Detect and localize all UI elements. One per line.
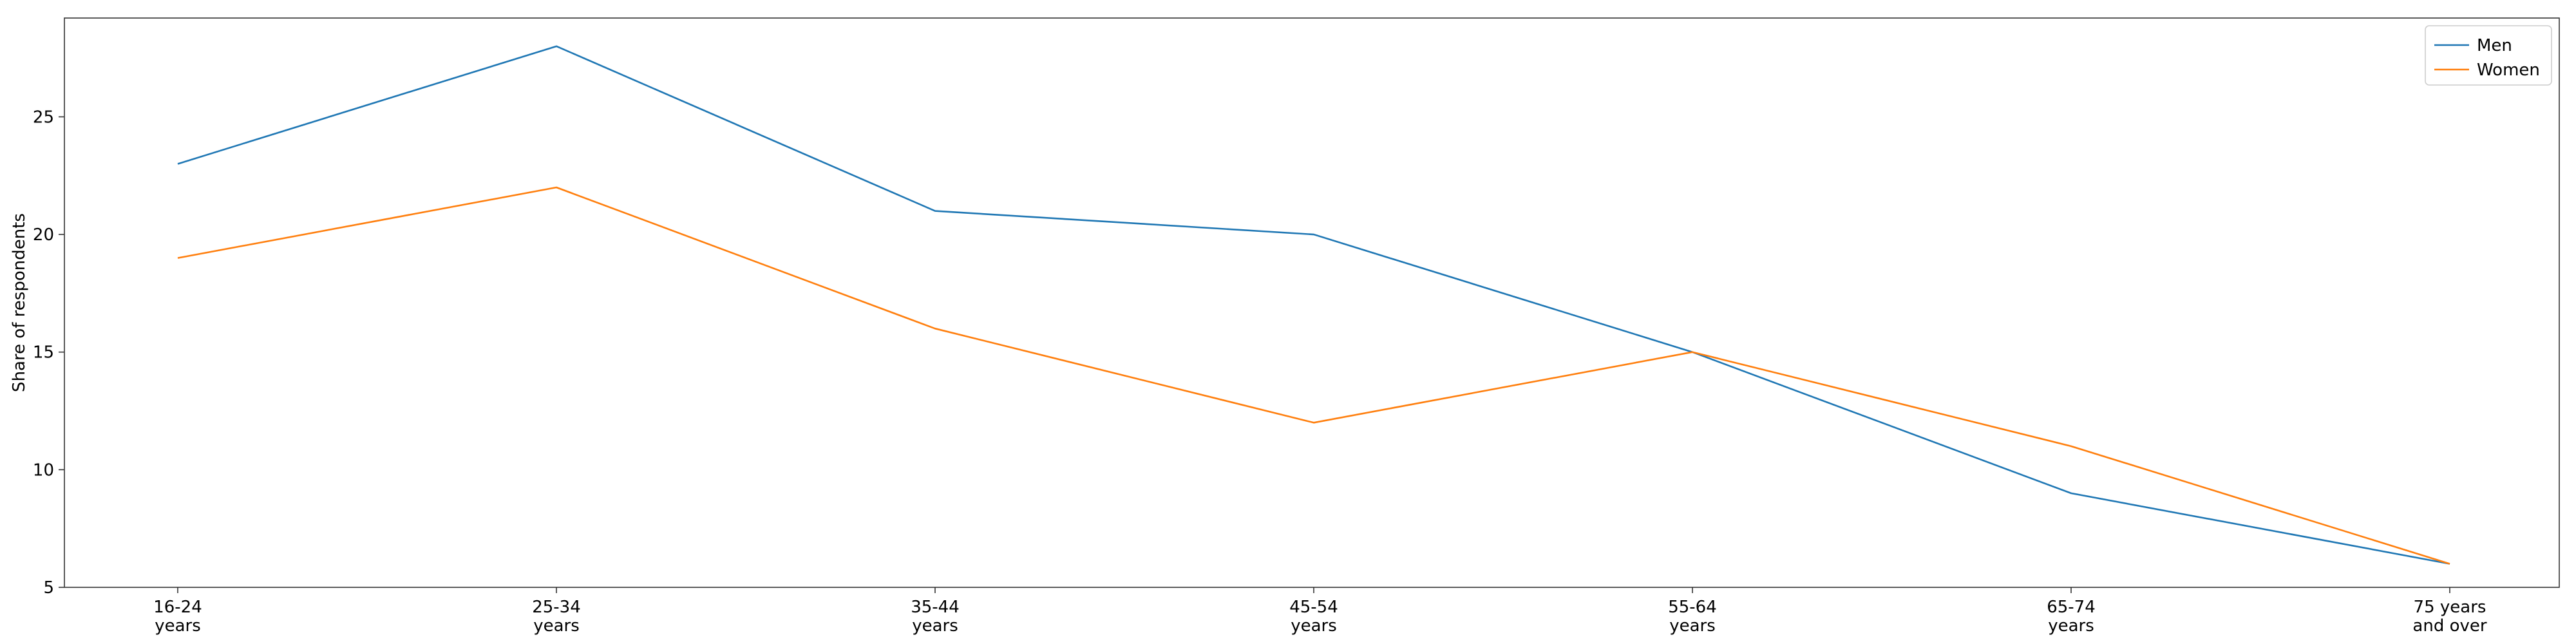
- x-tick-label-1-0: 25-34: [532, 598, 581, 617]
- x-tick-label-5-0: 65-74: [2047, 598, 2096, 617]
- y-tick-label-10: 10: [33, 460, 54, 480]
- legend: Men Women: [2425, 25, 2552, 86]
- y-tick-label-5: 5: [43, 578, 54, 598]
- x-tick-label-0-1: years: [155, 616, 201, 636]
- x-tick-label-3-0: 45-54: [1289, 598, 1338, 617]
- x-tick-label-0-0: 16-24: [153, 598, 202, 617]
- x-tick-label-6-1: and over: [2412, 616, 2486, 636]
- x-tick-label-2-0: 35-44: [911, 598, 960, 617]
- x-tick-label-2-1: years: [912, 616, 958, 636]
- y-tick-label-20: 20: [33, 225, 54, 245]
- x-tick-label-5-1: years: [2048, 616, 2094, 636]
- x-tick-label-1-1: years: [533, 616, 580, 636]
- x-tick-label-6-0: 75 years: [2414, 598, 2486, 617]
- legend-label-women: Women: [2477, 61, 2540, 80]
- x-tick-label-4-0: 55-64: [1668, 598, 1717, 617]
- series-line-men: [177, 45, 2450, 565]
- y-axis: 5 10 15 20 25: [33, 108, 64, 598]
- y-axis-label: Share of respondents: [10, 213, 29, 392]
- x-tick-label-4-1: years: [1669, 616, 1716, 636]
- series-line-women: [177, 186, 2450, 565]
- x-tick-label-3-1: years: [1291, 616, 1337, 636]
- legend-label-men: Men: [2477, 36, 2512, 55]
- x-axis: 16-24years25-34years35-44years45-54years…: [153, 587, 2487, 636]
- plot-area: [64, 17, 2560, 588]
- series-layer: [177, 45, 2450, 565]
- y-tick-label-25: 25: [33, 108, 54, 127]
- y-tick-label-15: 15: [33, 343, 54, 363]
